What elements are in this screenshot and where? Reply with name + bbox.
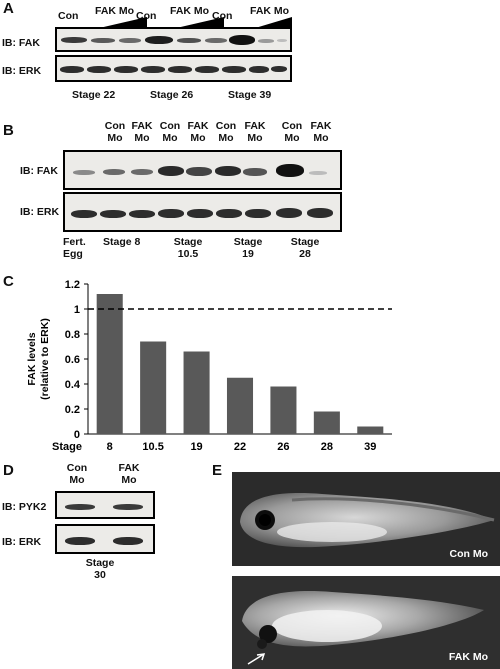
- y-tick-label-2: 0.4: [65, 379, 81, 391]
- panel-a-header-2: FAK Mo: [95, 5, 135, 17]
- tadpole-fak-mo-figure: [242, 591, 484, 665]
- y-axis-label-line-1: (relative to ERK): [39, 318, 51, 400]
- panel-b-header-5: Con Mo: [215, 120, 237, 144]
- panel-d-blot-erk: [55, 524, 155, 554]
- panel-a-letter: A: [3, 0, 14, 17]
- bar-stage-10.5: [140, 341, 167, 434]
- panel-d-stage: Stage 30: [85, 557, 115, 581]
- panel-e-letter: E: [212, 462, 223, 479]
- panel-e-label-fak-mo: FAK Mo: [448, 651, 488, 663]
- panel-b-header-7: Con Mo: [281, 120, 303, 144]
- y-tick-label-3: 0.6: [65, 354, 80, 366]
- panel-a-dose-wedge-3: [252, 17, 292, 29]
- x-tick-label-6: 39: [364, 441, 376, 453]
- panel-d-blot-pyk2: [55, 491, 155, 519]
- panel-b-header-1: Con Mo: [104, 120, 126, 144]
- panel-a-stage-3: Stage 39: [228, 89, 272, 101]
- x-tick-label-2: 19: [190, 441, 202, 453]
- panel-d-header-2: FAK Mo: [118, 462, 140, 486]
- panel-b-stage-2: Stage 8: [103, 236, 141, 248]
- y-axis-label-line-0: FAK levels: [26, 332, 38, 385]
- panel-b-stage-5: Stage 28: [290, 236, 320, 260]
- panel-b-blot-erk: [63, 192, 342, 232]
- bar-stage-22: [226, 377, 254, 434]
- panel-e-label-con-mo: Con Mo: [449, 548, 489, 560]
- panel-b-header-3: Con Mo: [159, 120, 181, 144]
- panel-a-blot-fak: [55, 27, 292, 52]
- panel-d-row-label-erk: IB: ERK: [2, 536, 42, 548]
- bar-stage-19: [183, 351, 210, 434]
- bar-stage-39: [357, 426, 384, 434]
- panel-d-row-label-pyk2: IB: PYK2: [2, 501, 47, 513]
- panel-a-row-label-fak: IB: FAK: [2, 37, 40, 49]
- x-tick-label-4: 26: [277, 441, 289, 453]
- y-tick-label-1: 0.2: [65, 404, 80, 416]
- panel-a-dose-wedge-2: [172, 17, 224, 29]
- panel-d-letter: D: [3, 462, 14, 479]
- x-tick-label-3: 22: [234, 441, 246, 453]
- y-axis-label: FAK levels(relative to ERK): [26, 318, 51, 400]
- panel-a-stage-2: Stage 26: [150, 89, 194, 101]
- bar-stage-26: [270, 386, 297, 434]
- bar-stage-8: [96, 294, 123, 434]
- x-tick-label-5: 28: [321, 441, 333, 453]
- panel-b-blot-fak: [63, 150, 342, 190]
- panel-a-header-6: FAK Mo: [250, 5, 290, 17]
- panel-b-stage-4: Stage 19: [233, 236, 263, 260]
- panel-a-row-label-erk: IB: ERK: [2, 65, 42, 77]
- panel-b-header-8: FAK Mo: [310, 120, 332, 144]
- panel-b-row-label-erk: IB: ERK: [20, 206, 60, 218]
- panel-b-header-6: FAK Mo: [244, 120, 266, 144]
- x-tick-label-1: 10.5: [142, 441, 163, 453]
- panel-b-letter: B: [3, 122, 14, 139]
- y-tick-label-4: 0.8: [65, 329, 80, 341]
- panel-c-letter: C: [3, 273, 14, 290]
- panel-e-image-con-mo: Con Mo: [232, 472, 500, 566]
- x-tick-label-0: 8: [107, 441, 113, 453]
- panel-e-image-fak-mo: FAK Mo: [232, 576, 500, 669]
- panel-d-header-1: Con Mo: [66, 462, 88, 486]
- bar-stage-28: [313, 411, 340, 434]
- panel-a-header-4: FAK Mo: [170, 5, 210, 17]
- panel-a-blot-erk: [55, 55, 292, 82]
- panel-a-stage-1: Stage 22: [72, 89, 116, 101]
- tadpole-con-mo-figure: [240, 493, 495, 548]
- x-axis-label: Stage: [52, 441, 82, 453]
- panel-b-header-4: FAK Mo: [187, 120, 209, 144]
- y-tick-label-0: 0: [74, 429, 80, 441]
- y-tick-label-6: 1.2: [65, 279, 80, 291]
- panel-b-stage-3: Stage 10.5: [173, 236, 203, 260]
- panel-c-bar-chart: 0 0.2 0.4 0.6 0.8 1 1.2 FAK levels(relative to …: [26, 279, 392, 453]
- y-tick-label-5: 1: [74, 304, 80, 316]
- panel-b-header-2: FAK Mo: [131, 120, 153, 144]
- panel-b-row-label-fak: IB: FAK: [20, 165, 58, 177]
- panel-a-dose-wedge-1: [95, 17, 147, 29]
- panel-b-stage-1: Fert. Egg: [63, 236, 86, 260]
- panel-a-header-1: Con: [58, 10, 79, 22]
